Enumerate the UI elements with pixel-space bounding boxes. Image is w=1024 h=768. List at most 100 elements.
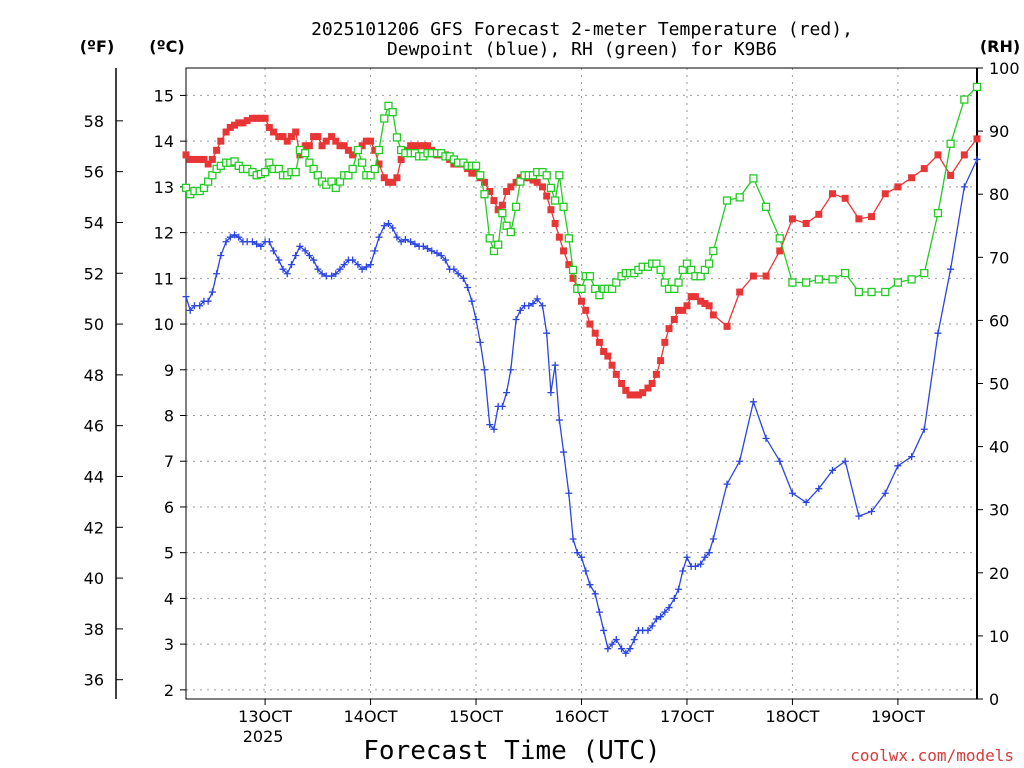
rh-point	[682, 259, 692, 268]
rh-point	[854, 287, 864, 297]
dewpoint-point	[310, 256, 318, 264]
temperature-point	[802, 219, 810, 227]
celsius-tick-label: 12	[154, 224, 174, 243]
rh-point	[335, 177, 345, 186]
x-tick-label: 15OCT	[449, 707, 503, 726]
celsius-tick-label: 5	[164, 544, 174, 563]
temperature-point	[582, 306, 590, 314]
rh-point	[960, 95, 969, 104]
temperature-point	[947, 171, 955, 179]
rh-point	[946, 139, 955, 148]
temperature-point	[920, 165, 928, 173]
temperature-point	[332, 137, 340, 145]
temperature-point	[841, 194, 849, 202]
fahrenheit-tick-label: 40	[84, 569, 104, 588]
dewpoint-point	[591, 590, 599, 598]
x-tick-label: 19OCT	[871, 707, 925, 726]
temperature-point	[503, 187, 511, 195]
temperature-point	[407, 142, 415, 150]
temperature-point	[657, 357, 665, 365]
rh-point	[265, 158, 274, 167]
dewpoint-point	[397, 238, 405, 246]
dewpoint-point	[490, 425, 498, 433]
dewpoint-point	[829, 466, 837, 474]
temperature-point	[701, 299, 709, 307]
dewpoint-point	[565, 489, 573, 497]
dewpoint-point	[547, 389, 555, 397]
rh-point	[181, 183, 191, 193]
dewpoint-point	[533, 295, 541, 303]
temperature-point	[305, 142, 313, 150]
dewpoint-point	[186, 306, 194, 314]
dewpoint-point	[701, 553, 709, 561]
dewpoint-point	[424, 245, 432, 253]
temperature-point	[186, 155, 194, 163]
temperature-point	[815, 210, 823, 218]
dewpoint-point	[437, 251, 445, 259]
rh-point	[801, 278, 811, 287]
rh-tick-label: 20	[989, 564, 1009, 583]
dewpoint-point	[367, 261, 375, 269]
dewpoint-point	[555, 416, 563, 424]
temperature-point	[393, 174, 401, 182]
rh-point	[595, 291, 604, 300]
rh-point	[920, 268, 929, 278]
dewpoint-point	[464, 283, 472, 291]
fahrenheit-tick-label: 58	[84, 112, 104, 131]
fahrenheit-tick-label: 54	[84, 213, 104, 232]
temperature-point	[934, 151, 942, 159]
dewpoint-point	[908, 453, 916, 461]
temperature-point	[411, 142, 419, 150]
dewpoint-point	[340, 261, 348, 269]
dewpoint-point	[608, 640, 616, 648]
rh-point	[480, 190, 489, 199]
dewpoint-point	[516, 306, 524, 314]
rh-point	[327, 177, 336, 186]
rh-point	[384, 101, 393, 111]
credit-text: coolwx.com/models	[850, 746, 1014, 765]
temperature-point	[424, 142, 432, 150]
dewpoint-point	[389, 224, 397, 232]
rh-point	[814, 275, 823, 284]
dewpoint-point	[380, 222, 388, 230]
dewpoint-point	[275, 256, 283, 264]
rh-point	[313, 171, 322, 180]
dewpoint-point	[679, 567, 687, 575]
dewpoint-point	[279, 265, 287, 273]
dewpoint-point	[697, 560, 705, 568]
temperature-point	[204, 160, 212, 168]
x-tick-label: 16OCT	[555, 707, 609, 726]
dewpoint-point	[675, 585, 683, 593]
rh-point	[674, 278, 683, 287]
rh-point	[366, 171, 375, 180]
dewpoint-point	[841, 457, 849, 465]
dewpoint-point	[441, 256, 449, 264]
x-tick-label: 14OCT	[344, 707, 398, 726]
rh-point	[828, 275, 837, 284]
dewpoint-point	[612, 636, 620, 644]
rh-point	[502, 221, 511, 230]
dewpoint-point	[600, 626, 608, 634]
celsius-tick-label: 2	[164, 681, 174, 700]
rh-point	[542, 171, 551, 180]
axes: 2345678910111213141536384042444648505254…	[84, 59, 1020, 746]
temperature-point	[855, 215, 863, 223]
dewpoint-point	[283, 270, 291, 278]
rh-point	[696, 272, 705, 281]
temperature-point	[543, 192, 551, 200]
rh-point	[568, 265, 578, 275]
rh-point	[652, 259, 661, 268]
series-rh	[181, 82, 982, 300]
dewpoint-point	[454, 270, 462, 278]
temperature-point	[196, 155, 204, 163]
rh-tick-label: 40	[989, 438, 1009, 457]
rh-point	[670, 284, 679, 294]
rh-point	[374, 145, 384, 155]
dewpoint-point	[762, 434, 770, 442]
dewpoint-point	[222, 238, 230, 246]
temperature-point	[705, 302, 713, 310]
x-tick-year-label: 2025	[243, 727, 284, 746]
dewpoint-point	[486, 421, 494, 429]
dewpoint-point	[208, 288, 216, 296]
temperature-point	[679, 306, 687, 314]
